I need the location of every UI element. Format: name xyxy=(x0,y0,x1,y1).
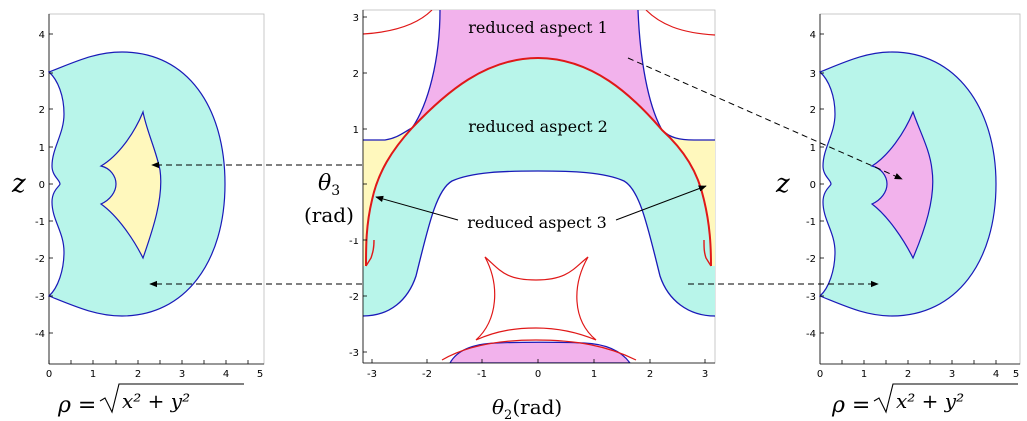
right-ytick-2: 3 xyxy=(810,69,816,80)
right-y-label: z xyxy=(775,169,790,199)
right-sqrt-sign xyxy=(873,383,1018,414)
right-x-label-lhs: ρ = xyxy=(831,393,870,418)
mid-aspect3-left-region xyxy=(363,128,412,266)
mid-xtick-3: -1 xyxy=(477,369,487,380)
left-ytick-6: -1 xyxy=(35,217,45,228)
middle-plot: 3 2 1 0 -1 -2 -3 -3 -2 -1 0 1 2 3 reduce… xyxy=(300,9,716,421)
left-ytick-9: -4 xyxy=(35,329,45,340)
mid-aspect3-right-region xyxy=(662,130,715,266)
mid-label-aspect3: reduced aspect 3 xyxy=(467,213,607,232)
arrow-label3-to-left-strip xyxy=(375,195,459,221)
mid-y-label-main: θ xyxy=(318,171,331,196)
left-ytick-5: 0 xyxy=(39,180,45,191)
left-x-label-radicand: x² + y² xyxy=(122,389,190,413)
mid-ytick-2: 2 xyxy=(353,69,359,80)
left-xtick-4: 3 xyxy=(179,369,185,380)
mid-aspect1-blue-sides xyxy=(411,10,663,131)
right-ytick-6: -1 xyxy=(806,217,816,228)
right-xtick-5: 4 xyxy=(993,369,999,380)
mid-y-label-bg xyxy=(300,162,362,238)
right-ytick-7: -2 xyxy=(806,254,816,265)
mid-red-top-left xyxy=(363,10,433,35)
mid-red-hook-left xyxy=(365,239,375,267)
left-xtick-5: 4 xyxy=(223,369,229,380)
mid-inner-blue-boundary xyxy=(363,170,715,317)
left-xtick-3: 2 xyxy=(135,369,141,380)
mid-bottom-pink-region xyxy=(449,341,631,363)
right-aspect1-region xyxy=(870,110,934,260)
right-ytick-4: 1 xyxy=(810,143,816,154)
mid-label-aspect2: reduced aspect 2 xyxy=(468,117,608,136)
mid-x-label-sub: 2 xyxy=(504,408,512,421)
mid-ytick-7: -3 xyxy=(349,348,359,359)
mid-red-hook-right xyxy=(703,239,712,267)
right-x-label-radicand: x² + y² xyxy=(896,389,964,413)
mid-red-arch xyxy=(365,56,712,267)
connector-arrows xyxy=(149,57,903,288)
right-ytick-5: 0 xyxy=(810,180,816,191)
right-ytick-9: -4 xyxy=(806,329,816,340)
left-ytick-1: 4 xyxy=(39,30,45,41)
mid-aspect1-region xyxy=(412,10,662,130)
mid-x-label-main: θ xyxy=(492,395,504,419)
right-ytick-1: 4 xyxy=(810,30,816,41)
left-ytick-4: 1 xyxy=(39,143,45,154)
mid-ytick-1: 3 xyxy=(353,13,359,24)
mid-xtick-2: -2 xyxy=(422,369,432,380)
right-xtick-4: 3 xyxy=(949,369,955,380)
left-xtick-6: 5 xyxy=(257,369,263,380)
left-xtick-1: 0 xyxy=(46,369,52,380)
mid-red-bottom-star xyxy=(475,256,597,341)
right-xtick-3: 2 xyxy=(905,369,911,380)
mid-ytick-6: -2 xyxy=(349,292,359,303)
right-xtick-2: 1 xyxy=(861,369,867,380)
left-ytick-2: 3 xyxy=(39,69,45,80)
mid-xtick-7: 3 xyxy=(702,369,708,380)
mid-y-label: θ3 xyxy=(318,171,340,199)
mid-x-label: θ2(rad) xyxy=(492,395,562,421)
mid-aspect2-region xyxy=(363,58,715,316)
mid-xtick-4: 0 xyxy=(535,369,541,380)
left-aspect3-region xyxy=(99,109,162,260)
mid-xtick-5: 1 xyxy=(591,369,597,380)
right-xtick-6: 5 xyxy=(1013,369,1019,380)
mid-y-label-sub: 3 xyxy=(331,183,340,199)
left-x-label-lhs: ρ = xyxy=(57,393,96,418)
arrow-label3-to-right-strip xyxy=(615,185,707,221)
left-y-label: z xyxy=(11,169,26,199)
mid-ytick-3: 1 xyxy=(353,125,359,136)
mid-ytick-5: -1 xyxy=(349,236,359,247)
mid-red-top-right xyxy=(645,10,715,36)
right-ytick-8: -3 xyxy=(806,292,816,303)
left-sqrt-sign xyxy=(99,383,244,414)
mid-label-aspect3-bg xyxy=(456,211,618,233)
left-ytick-7: -2 xyxy=(35,254,45,265)
left-xtick-2: 1 xyxy=(90,369,96,380)
mid-xtick-1: -3 xyxy=(367,369,377,380)
right-xtick-1: 0 xyxy=(817,369,823,380)
right-ytick-3: 2 xyxy=(810,105,816,116)
left-ytick-3: 2 xyxy=(39,105,45,116)
right-plot: 4 3 2 1 0 -1 -2 -3 -4 0 1 2 3 4 5 z ρ = … xyxy=(775,13,1021,418)
mid-y-label-unit: (rad) xyxy=(304,203,354,227)
left-ytick-8: -3 xyxy=(35,292,45,303)
mid-x-label-unit: (rad) xyxy=(512,395,562,419)
mid-label-aspect1: reduced aspect 1 xyxy=(468,18,608,37)
mid-red-bottom-arc xyxy=(441,339,637,361)
mid-xtick-6: 2 xyxy=(647,369,653,380)
left-plot: 4 3 2 1 0 -1 -2 -3 -4 0 1 2 3 4 5 z ρ = … xyxy=(11,13,265,418)
